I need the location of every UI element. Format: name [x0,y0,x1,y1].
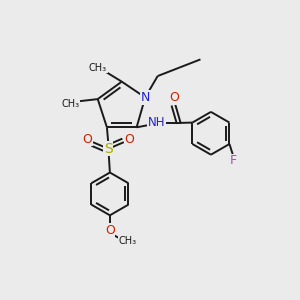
Text: S: S [104,142,113,156]
Text: CH₃: CH₃ [89,63,107,73]
Text: O: O [124,133,134,146]
Text: O: O [170,92,180,104]
Text: CH₃: CH₃ [119,236,137,247]
Text: O: O [105,224,115,237]
Text: N: N [140,91,150,104]
Text: F: F [230,154,237,167]
Text: CH₃: CH₃ [61,99,80,109]
Text: O: O [83,133,92,146]
Text: NH: NH [148,116,166,129]
